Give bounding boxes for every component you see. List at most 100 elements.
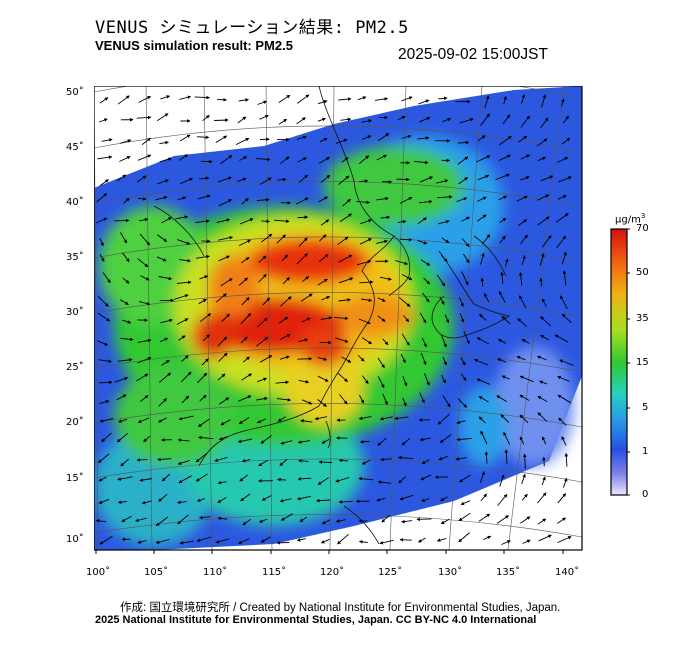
wind-arrow — [320, 538, 330, 544]
wind-arrow — [298, 174, 309, 183]
wind-arrow — [217, 373, 226, 381]
wind-arrow — [177, 196, 187, 201]
wind-arrow — [177, 500, 187, 505]
wind-arrow — [256, 197, 270, 202]
wind-arrow — [423, 277, 431, 285]
wind-arrow — [457, 140, 470, 145]
wind-arrow — [195, 219, 210, 224]
wind-arrow — [196, 498, 206, 502]
wind-arrow — [199, 515, 211, 520]
wind-arrow — [321, 519, 331, 525]
wind-arrow — [239, 156, 248, 161]
wind-arrow — [561, 313, 572, 324]
wind-arrow — [256, 396, 268, 401]
wind-arrow — [298, 237, 308, 247]
wind-arrow — [416, 517, 432, 522]
wind-arrow — [557, 375, 570, 382]
wind-arrow — [320, 219, 330, 226]
wind-arrow — [138, 197, 147, 201]
wind-arrow — [298, 459, 309, 463]
wind-arrow — [117, 95, 130, 105]
wind-arrow — [439, 434, 452, 443]
wind-arrow — [256, 317, 268, 328]
wind-arrow — [398, 476, 406, 484]
wind-arrow — [358, 318, 371, 325]
wind-arrow — [501, 540, 511, 546]
wind-arrow — [296, 135, 307, 140]
wind-arrow — [161, 473, 171, 482]
wind-arrow — [321, 439, 330, 444]
wind-arrow — [155, 195, 168, 201]
wind-arrow — [377, 480, 392, 484]
wind-arrow — [483, 535, 492, 541]
wind-arrow — [197, 194, 211, 200]
wind-arrow — [377, 437, 387, 446]
timestamp: 2025-09-02 15:00JST — [398, 46, 548, 63]
wind-arrow — [139, 395, 149, 403]
wind-arrow — [519, 436, 525, 445]
wind-arrow — [539, 277, 543, 287]
wind-arrow — [480, 252, 485, 265]
wind-arrow — [358, 155, 370, 165]
wind-arrow — [279, 156, 290, 165]
wind-arrow — [457, 398, 468, 408]
wind-arrow — [382, 393, 388, 406]
wind-arrow — [218, 199, 233, 207]
wind-arrow — [297, 215, 309, 220]
wind-arrow — [439, 296, 445, 306]
wind-arrow — [335, 519, 346, 523]
wind-arrow — [335, 477, 350, 483]
wind-arrow — [197, 418, 210, 427]
wind-arrow — [97, 453, 110, 463]
wind-arrow — [217, 336, 228, 347]
wind-arrow — [377, 133, 390, 142]
wind-arrow — [120, 139, 132, 144]
wind-arrow — [280, 513, 293, 521]
wind-arrow — [376, 239, 388, 244]
wind-arrow — [478, 396, 489, 403]
wind-arrow — [279, 498, 292, 503]
wind-arrow — [402, 397, 407, 407]
lon-label-135: 135˚ — [496, 567, 521, 578]
wind-arrow — [137, 154, 152, 161]
wind-arrow — [118, 418, 128, 423]
wind-arrow — [499, 235, 506, 244]
wind-arrow — [420, 259, 431, 266]
wind-arrow — [201, 239, 211, 244]
wind-arrow — [178, 154, 189, 161]
wind-arrow — [460, 373, 467, 381]
wind-arrow — [437, 195, 453, 199]
wind-arrow — [99, 237, 104, 247]
wind-arrow — [518, 272, 523, 286]
wind-arrow — [516, 355, 526, 361]
wind-arrow — [181, 355, 189, 362]
map-frame — [94, 86, 583, 551]
wind-arrow — [564, 452, 569, 467]
wind-arrow — [220, 419, 231, 426]
wind-arrow — [520, 154, 531, 160]
wind-arrow — [335, 337, 349, 343]
wind-arrow — [517, 318, 528, 328]
wind-arrow — [422, 292, 430, 303]
wind-arrow — [256, 157, 271, 162]
wind-arrow — [161, 359, 170, 366]
colorbar-unit: µg/m3 — [615, 212, 645, 225]
lat-label-20: 20˚ — [66, 417, 84, 428]
lon-label-100: 100˚ — [86, 567, 111, 578]
wind-arrow — [442, 395, 451, 408]
wind-arrow — [321, 296, 331, 301]
wind-arrow — [536, 138, 548, 147]
colorbar-label-35: 35 — [636, 313, 649, 324]
wind-arrow — [97, 295, 109, 307]
wind-arrow — [399, 237, 413, 242]
wind-arrow — [141, 500, 152, 505]
wind-arrow — [458, 532, 470, 543]
wind-arrow — [502, 114, 511, 125]
colorbar — [610, 228, 630, 496]
wind-arrow — [380, 457, 392, 462]
wind-arrow — [199, 313, 212, 323]
wind-arrow — [356, 259, 372, 266]
pm25-map — [94, 86, 583, 554]
wind-arrow — [395, 260, 409, 265]
wind-vectors — [95, 94, 574, 546]
